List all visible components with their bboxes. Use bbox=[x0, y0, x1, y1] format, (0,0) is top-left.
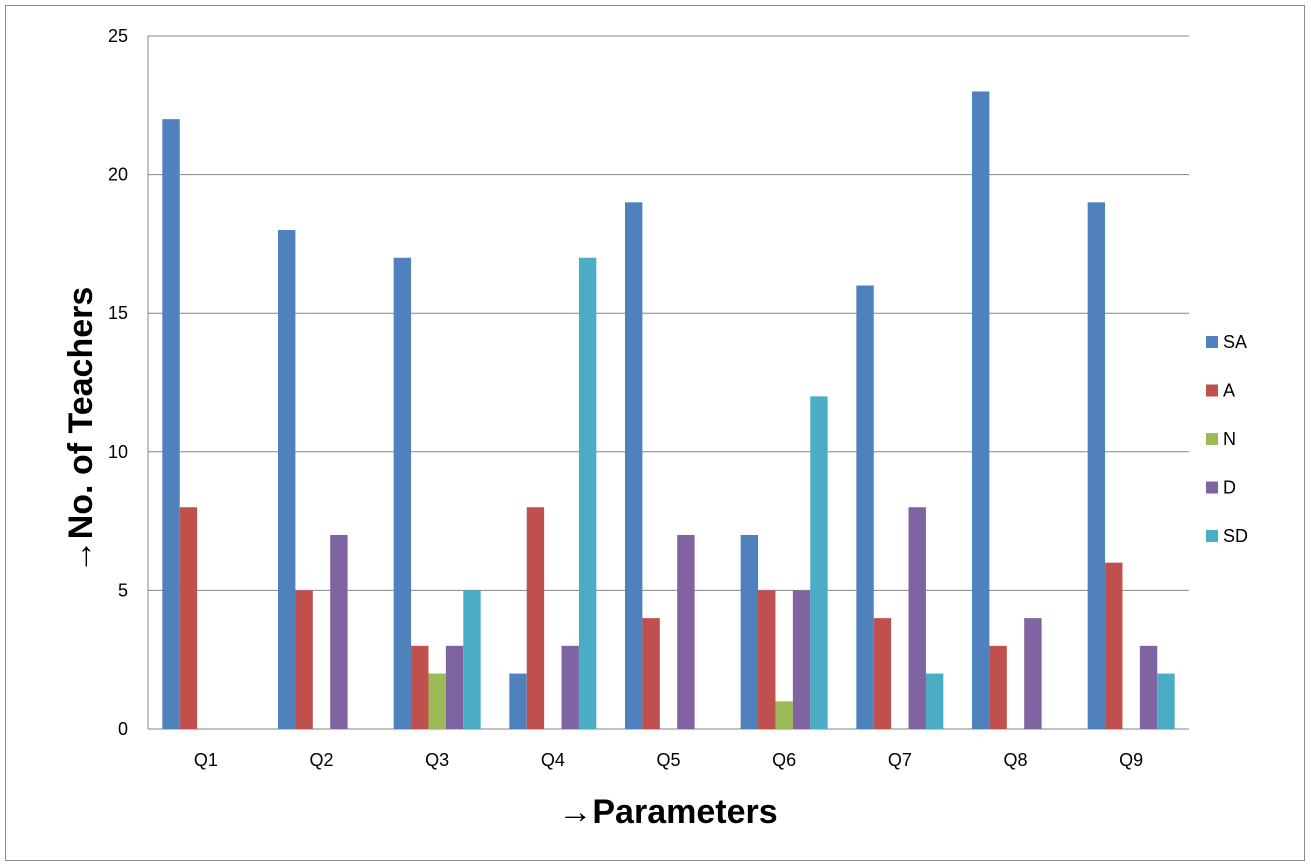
x-tick-label: Q4 bbox=[541, 750, 565, 770]
bar-d-q7 bbox=[908, 507, 926, 729]
legend-swatch-d bbox=[1206, 481, 1218, 494]
bar-n-q3 bbox=[428, 673, 446, 729]
bar-n-q6 bbox=[775, 701, 793, 729]
bar-sa-q1 bbox=[162, 119, 180, 729]
bar-sa-q6 bbox=[740, 534, 759, 729]
legend-swatch-a bbox=[1206, 384, 1218, 397]
legend-swatch-sd bbox=[1206, 530, 1218, 542]
bar-a-q2 bbox=[295, 590, 313, 729]
bar-d-q2 bbox=[330, 534, 348, 729]
bar-d-q3 bbox=[445, 645, 464, 729]
bar-a-q7 bbox=[873, 618, 892, 729]
bar-sa-q7 bbox=[856, 285, 874, 729]
bar-a-q4 bbox=[526, 507, 545, 729]
bar-d-q8 bbox=[1024, 618, 1042, 729]
y-tick-label: 10 bbox=[108, 442, 128, 462]
bars bbox=[162, 91, 1175, 730]
y-tick-label: 5 bbox=[118, 580, 128, 600]
y-tick-label: 0 bbox=[118, 719, 128, 739]
bar-sd-q6 bbox=[810, 396, 828, 729]
x-tick-label: Q1 bbox=[194, 750, 218, 770]
x-tick-label: Q9 bbox=[1119, 750, 1143, 770]
bar-d-q5 bbox=[677, 534, 695, 729]
bar-a-q6 bbox=[758, 590, 776, 729]
y-axis-title: →No. of Teachers bbox=[62, 287, 100, 574]
x-tick-label: Q5 bbox=[656, 750, 680, 770]
legend-label-n: N bbox=[1223, 429, 1236, 449]
bar-d-q9 bbox=[1139, 645, 1158, 729]
bar-a-q5 bbox=[642, 618, 660, 729]
bar-a-q8 bbox=[989, 645, 1007, 729]
gridlines bbox=[147, 35, 1189, 730]
x-tick-label: Q6 bbox=[772, 750, 796, 770]
bar-sd-q9 bbox=[1157, 673, 1175, 729]
legend-label-sa: SA bbox=[1223, 332, 1247, 352]
bar-sa-q2 bbox=[278, 230, 296, 730]
y-axis-ticks: 0 5 10 15 20 25 bbox=[108, 26, 128, 739]
bar-sa-q8 bbox=[972, 91, 990, 729]
x-axis-title: →Parameters bbox=[558, 793, 777, 831]
bar-sd-q7 bbox=[925, 673, 944, 729]
bar-a-q3 bbox=[411, 645, 429, 729]
legend-swatch-n bbox=[1206, 433, 1218, 445]
legend-label-a: A bbox=[1223, 381, 1235, 401]
legend-swatch-sa bbox=[1206, 336, 1218, 348]
bar-sd-q3 bbox=[463, 590, 481, 729]
x-tick-label: Q2 bbox=[309, 750, 333, 770]
bar-a-q1 bbox=[179, 507, 198, 729]
bar-sa-q5 bbox=[625, 202, 643, 729]
legend-label-d: D bbox=[1223, 478, 1236, 498]
bar-d-q6 bbox=[792, 590, 811, 729]
legend: SA A N D SD bbox=[1206, 332, 1248, 546]
legend-label-sd: SD bbox=[1223, 526, 1248, 546]
bar-sd-q4 bbox=[578, 257, 597, 729]
y-tick-label: 20 bbox=[108, 165, 128, 185]
bar-sa-q3 bbox=[393, 257, 412, 729]
bar-sa-q9 bbox=[1087, 202, 1106, 729]
bar-a-q9 bbox=[1105, 562, 1123, 729]
x-tick-label: Q8 bbox=[1003, 750, 1027, 770]
x-tick-label: Q7 bbox=[888, 750, 912, 770]
y-tick-label: 25 bbox=[108, 26, 128, 46]
bar-sa-q4 bbox=[509, 673, 527, 729]
x-tick-label: Q3 bbox=[425, 750, 449, 770]
x-axis-ticks: Q1 Q2 Q3 Q4 Q5 Q6 Q7 Q8 Q9 bbox=[194, 750, 1143, 770]
y-tick-label: 15 bbox=[108, 303, 128, 323]
bar-d-q4 bbox=[561, 645, 579, 729]
